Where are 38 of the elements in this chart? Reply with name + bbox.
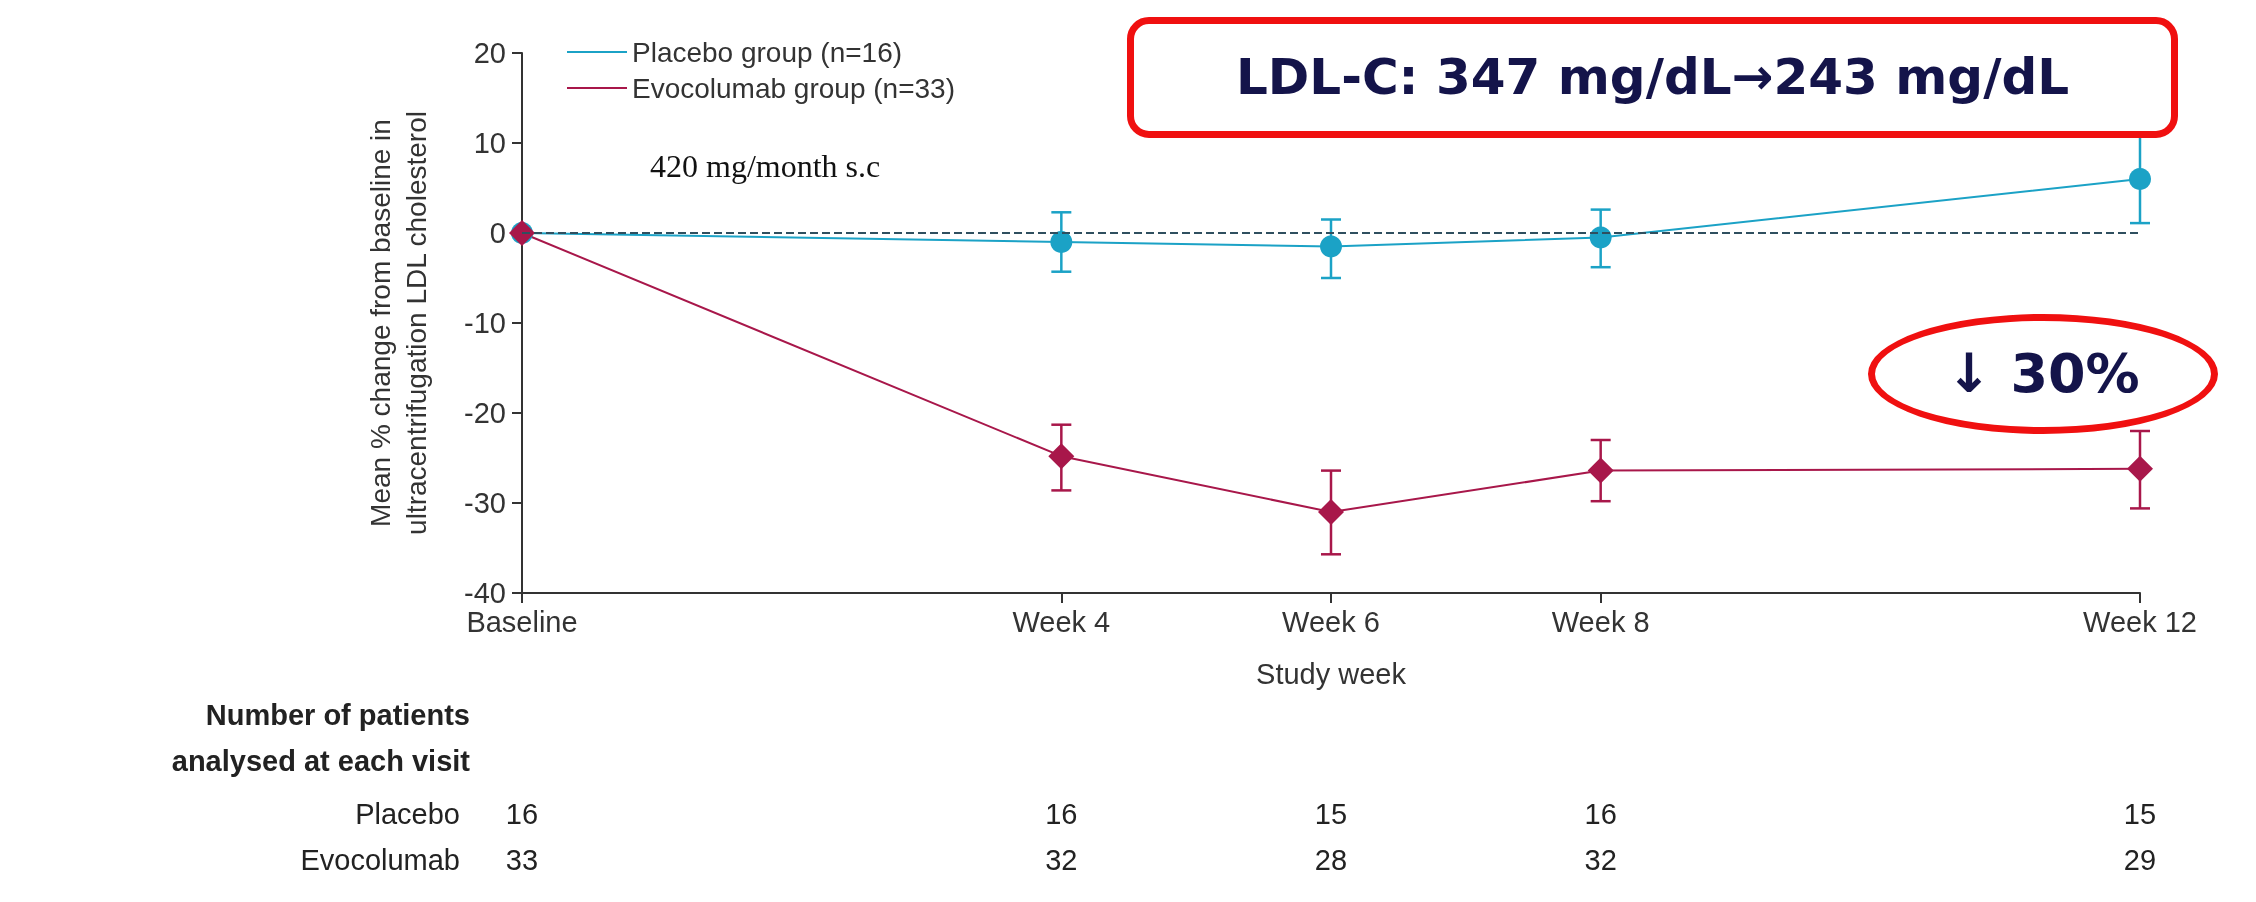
y-tick-label: -30 (464, 487, 506, 519)
x-tick-label: Week 12 (2083, 605, 2197, 638)
point (1589, 226, 1612, 249)
text: Evocolumab (300, 844, 460, 877)
x-tick-label: Week 6 (1282, 605, 1380, 638)
y-tick-label: -10 (464, 307, 506, 339)
point (2129, 168, 2151, 190)
point (1320, 235, 1342, 258)
oval-frame: ↓ 30% (1868, 314, 2218, 434)
rounded-frame: LDL-C: 347 mg/dL→243 mg/dL (1127, 17, 2178, 138)
text: Placebo (355, 798, 460, 831)
text: 15 (2123, 798, 2157, 831)
text: 28 (1314, 844, 1348, 877)
y-tick-label: 20 (473, 37, 506, 69)
text: 16 (505, 798, 539, 831)
point (1587, 457, 1614, 484)
text: Number of patients analysed at each visit (171, 698, 470, 779)
text: 16 (1584, 798, 1617, 831)
x-tick-label: Week 8 (1551, 605, 1650, 638)
x-tick-label: Week 4 (1012, 605, 1111, 638)
y-axis-title: Mean % change from baseline in ultracentrifugation LDL cholesterol (364, 111, 432, 535)
x-axis-title: Study week (1256, 657, 1407, 690)
point (1318, 499, 1344, 525)
annotation: 420 mg/month s.c (650, 148, 881, 185)
y-tick-label: -20 (464, 397, 506, 429)
text: 29 (2123, 844, 2157, 877)
text: 32 (1584, 844, 1617, 877)
point (1050, 231, 1073, 253)
point (1048, 443, 1075, 470)
text: 16 (1045, 798, 1078, 831)
y-tick-label: 0 (489, 217, 506, 249)
point (2127, 455, 2153, 482)
legend-label: Placebo group (n=16) (632, 36, 903, 68)
text: 32 (1045, 844, 1078, 877)
legend-label: Evocolumab group (n=33) (632, 72, 955, 104)
y-tick-label: 10 (473, 127, 506, 159)
text: 15 (1314, 798, 1348, 831)
text: 33 (505, 844, 539, 877)
